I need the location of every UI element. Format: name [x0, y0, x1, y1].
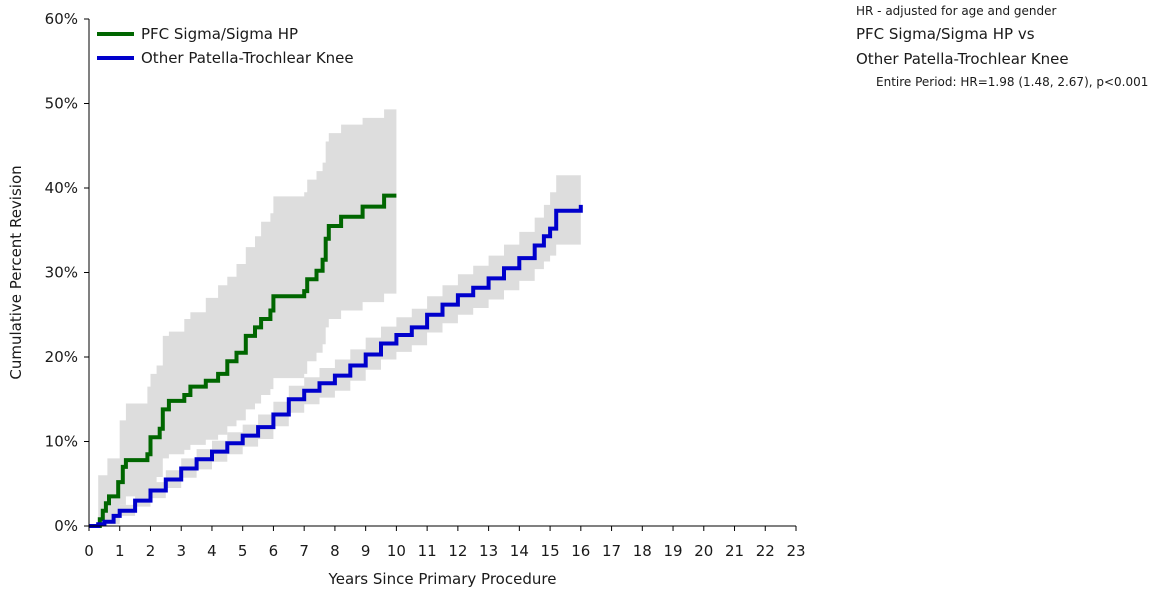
legend: PFC Sigma/Sigma HP Other Patella-Trochlea…	[97, 25, 354, 67]
legend-label-1: PFC Sigma/Sigma HP	[141, 25, 298, 43]
x-tick-label: 12	[448, 542, 467, 560]
x-tick-label: 15	[541, 542, 560, 560]
x-tick-label: 22	[756, 542, 775, 560]
x-tick-label: 20	[694, 542, 713, 560]
y-tick-label: 10%	[45, 433, 78, 451]
axes: 0%10%20%30%40%50%60%0 1 2 3 4 5 6 7 8 9 10 11 12 13 14…	[45, 10, 806, 560]
x-tick-label: 3	[176, 542, 186, 560]
y-tick-label: 60%	[45, 10, 78, 28]
x-axis-title: Years Since Primary Procedure	[328, 570, 557, 588]
x-tick-label: 16	[571, 542, 590, 560]
hr-comparison-line2: Other Patella-Trochlear Knee	[856, 50, 1069, 68]
x-tick-label: 4	[207, 542, 217, 560]
x-tick-label: 19	[663, 542, 682, 560]
x-tick-label: 11	[418, 542, 437, 560]
x-tick-label: 18	[633, 542, 652, 560]
hr-adjustment-note: HR - adjusted for age and gender	[856, 4, 1057, 18]
y-axis-title: Cumulative Percent Revision	[7, 165, 25, 379]
y-tick-label: 0%	[54, 517, 78, 535]
x-tick-label: 13	[479, 542, 498, 560]
y-tick-label: 40%	[45, 179, 78, 197]
x-tick-label: 23	[786, 542, 805, 560]
x-tick-label: 6	[269, 542, 279, 560]
y-tick-label: 20%	[45, 348, 78, 366]
y-tick-label: 30%	[45, 264, 78, 282]
hr-comparison-line1: PFC Sigma/Sigma HP vs	[856, 25, 1035, 43]
x-tick-label: 2	[146, 542, 156, 560]
x-tick-label: 17	[602, 542, 621, 560]
x-tick-label: 21	[725, 542, 744, 560]
x-tick-label: 1	[115, 542, 125, 560]
series-lines	[89, 193, 583, 528]
hazard-ratio-box: HR - adjusted for age and gender PFC Sig…	[856, 4, 1166, 89]
x-tick-label: 14	[510, 542, 529, 560]
x-tick-label: 5	[238, 542, 248, 560]
series-line-1	[89, 193, 397, 528]
x-tick-label: 9	[361, 542, 371, 560]
x-tick-label: 8	[330, 542, 340, 560]
x-tick-label: 10	[387, 542, 406, 560]
confidence-bands	[89, 109, 581, 527]
legend-label-2: Other Patella-Trochlear Knee	[141, 49, 354, 67]
y-tick-label: 50%	[45, 95, 78, 113]
x-tick-label: 0	[84, 542, 94, 560]
series-line-2	[89, 204, 583, 528]
ci-band-1	[89, 109, 397, 527]
hr-entire-period-result: Entire Period: HR=1.98 (1.48, 2.67), p<0…	[876, 75, 1149, 89]
x-tick-label: 7	[299, 542, 309, 560]
